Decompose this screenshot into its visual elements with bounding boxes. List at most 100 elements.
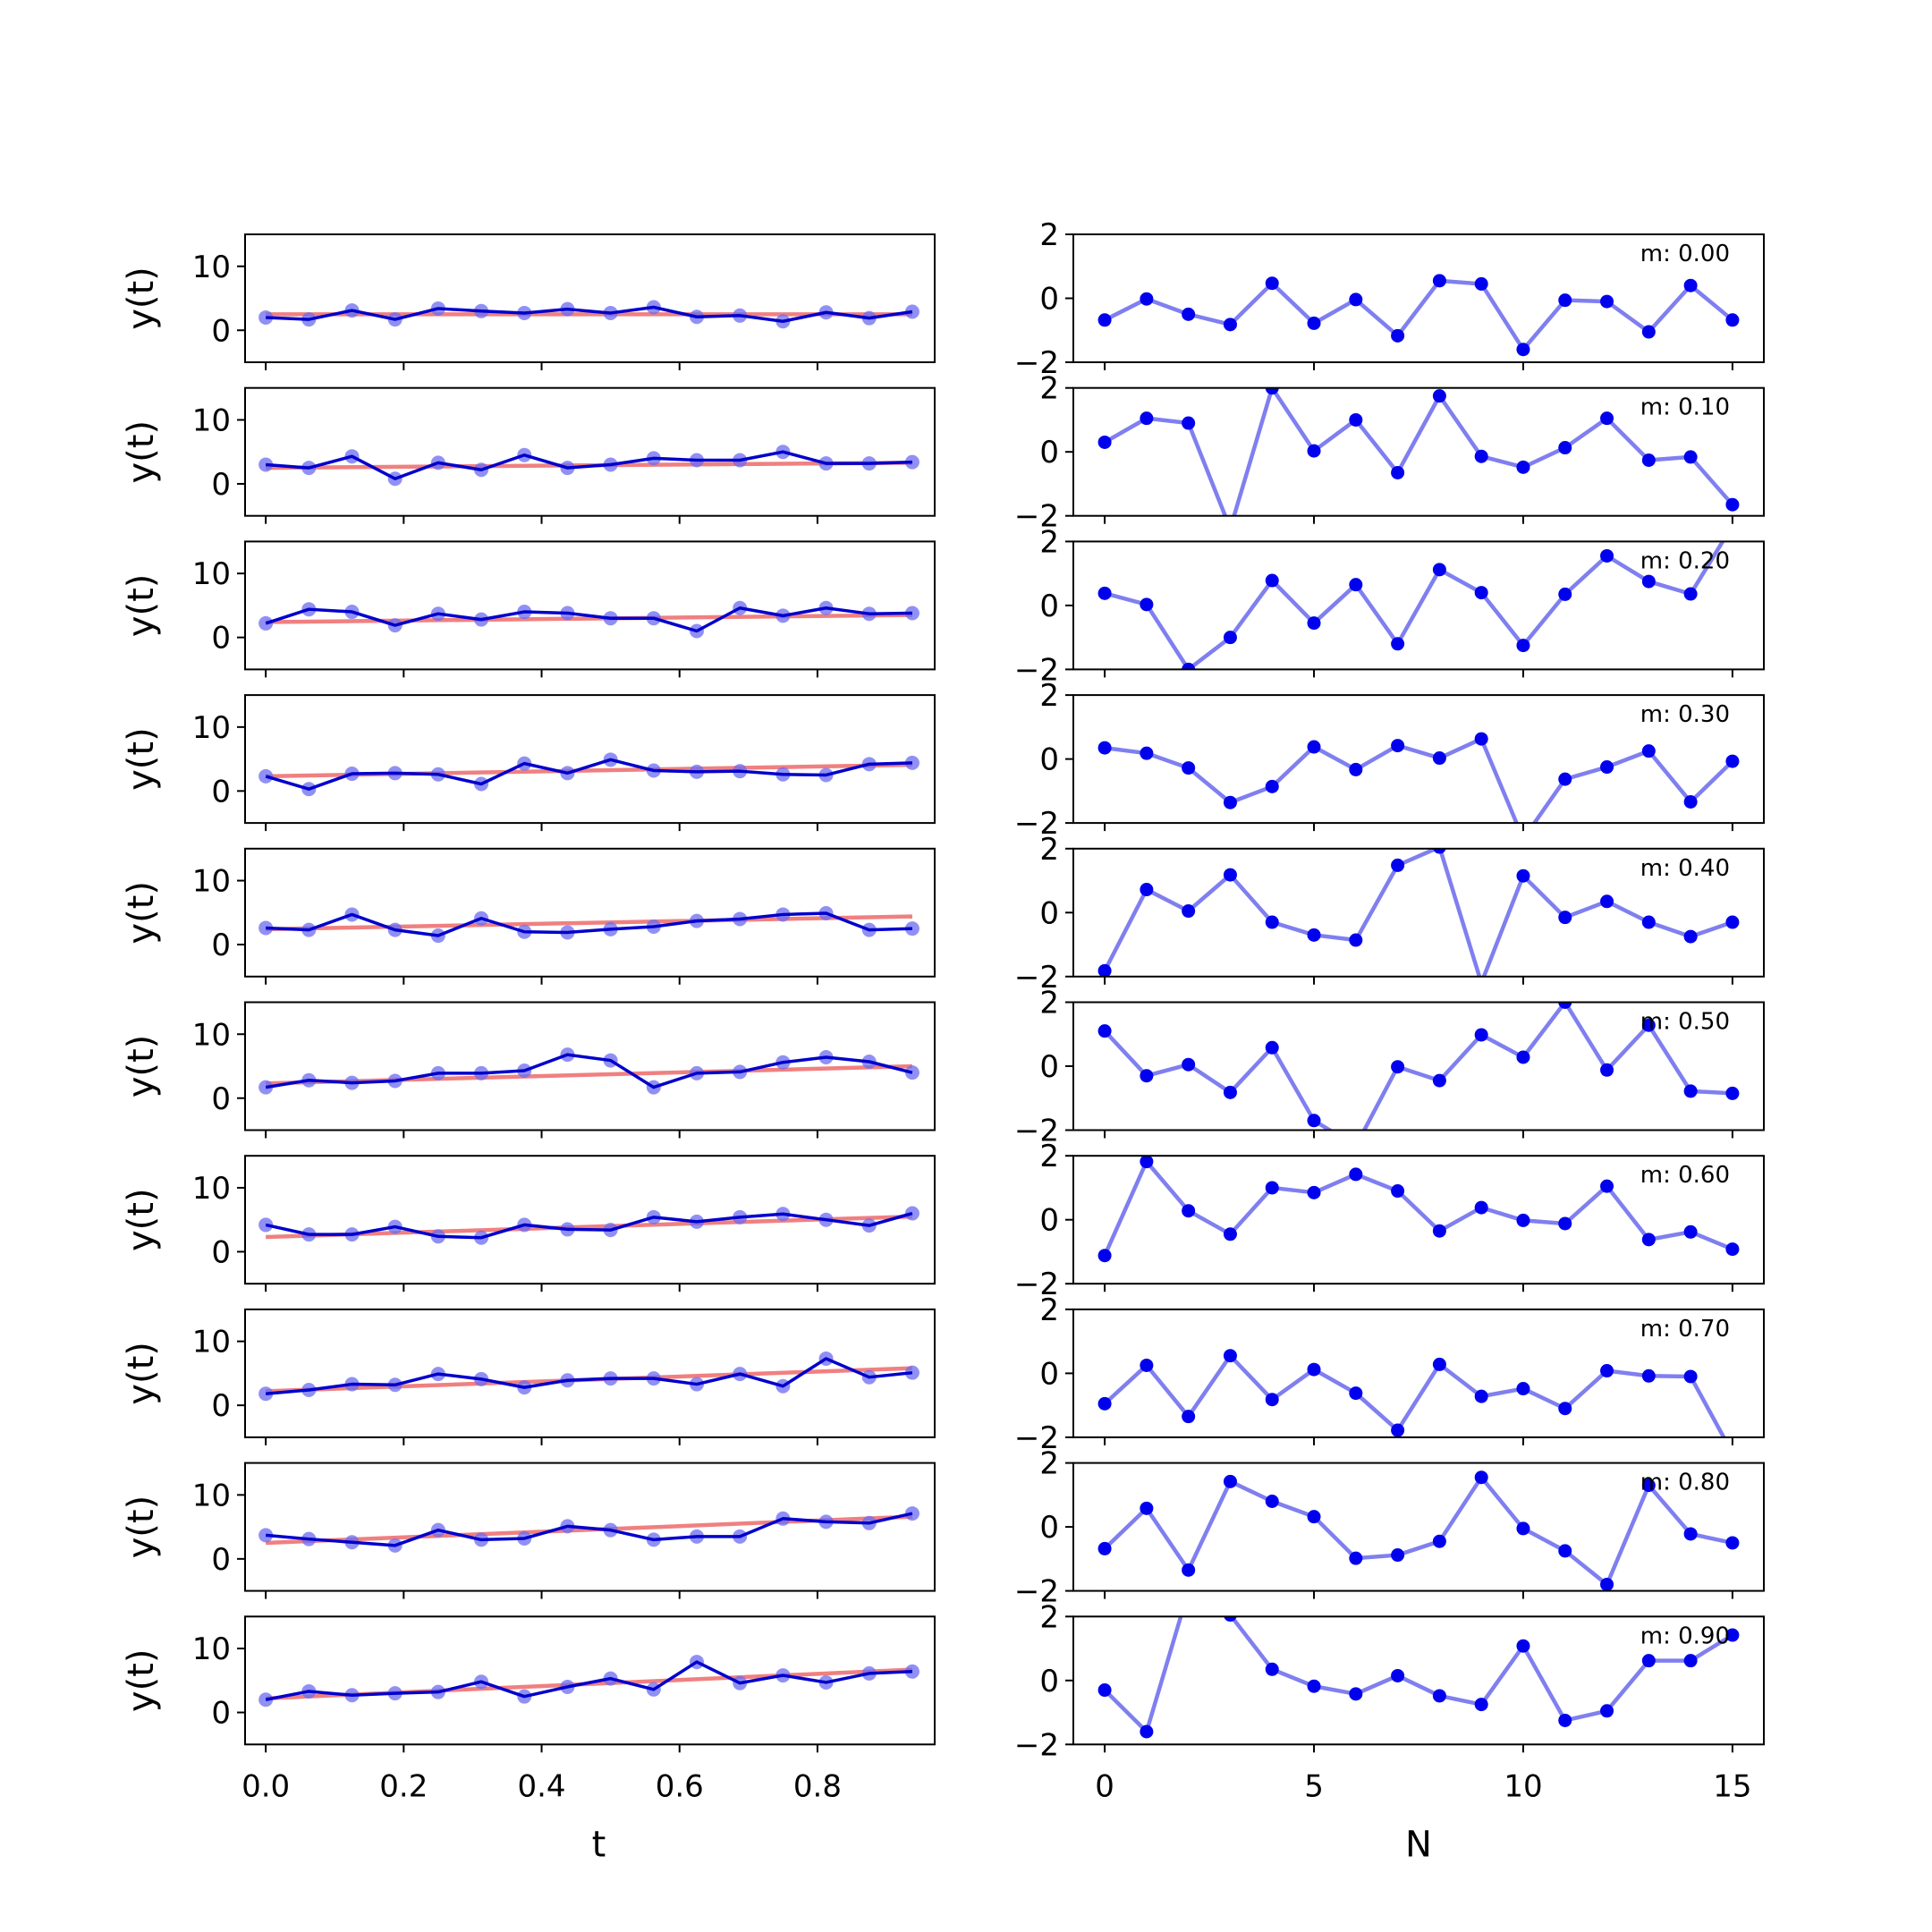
left-ylabel: y(t) [121,267,162,330]
y-tick-label: 2 [1039,678,1059,714]
residual-point [1391,1668,1405,1682]
y-tick-label: 0 [1039,1203,1059,1239]
residual-point [1182,662,1196,670]
residual-point [1307,928,1321,942]
residual-point [1182,761,1196,775]
residual-point [1558,587,1572,601]
y-tick-label: 2 [1039,1446,1059,1482]
y-tick-label: 0 [211,774,231,809]
residual-point [1097,963,1112,977]
residual-point [1140,1724,1154,1739]
residual-point [1558,1216,1572,1231]
y-tick-label: 10 [192,1631,231,1667]
residual-point [1600,1179,1614,1193]
residual-point [1432,1073,1446,1088]
residual-point [1725,915,1740,929]
residual-point [1433,848,1446,854]
y-tick-label: 0 [1039,589,1059,624]
residual-point [1474,276,1488,291]
residual-point [1683,587,1698,601]
right-plot-area [1097,274,1740,357]
residual-point [1641,325,1656,339]
residual-point [1432,751,1446,766]
residual-point [1307,1114,1321,1128]
residual-point [1307,1362,1321,1377]
residual-line [1103,1002,1733,1131]
data-line [265,606,912,633]
y-tick-label: 10 [192,1325,231,1360]
y-tick-label: 0 [1039,1510,1059,1546]
residual-point [1725,1242,1740,1257]
residual-point [1558,1002,1572,1009]
residual-point [1140,1156,1154,1169]
panel-annotation: m: 0.10 [1640,394,1730,421]
left-plot-area [258,906,919,944]
residual-point [1223,1474,1237,1488]
residual-point [1600,1577,1614,1591]
left-ylabel: y(t) [121,881,162,945]
left-axes-frame [244,1308,936,1438]
residual-point [1683,1369,1698,1384]
residual-point [1307,740,1321,754]
y-tick-label: 0 [211,621,231,657]
residual-point [1391,637,1405,651]
residual-point [1223,318,1237,332]
residual-point [1474,1698,1488,1712]
residual-point [1725,754,1740,768]
residual-point [1182,307,1196,321]
residual-point [1725,1536,1740,1550]
right-plot-area [1097,1156,1740,1263]
y-tick-label: 0 [211,1081,231,1117]
left-plot-area [258,1047,919,1095]
residual-point [1432,274,1446,288]
y-tick-label: 0 [1039,1356,1059,1392]
right-panel: −2 0 2 m: 0.60 [1014,1139,1765,1302]
residual-point [1558,1713,1572,1727]
residual-point [1432,389,1446,403]
residual-point [1223,1085,1237,1099]
right-plot-area [1097,387,1740,516]
residual-point [1349,1551,1363,1565]
residual-line [1104,278,1734,352]
right-plot-area [1097,732,1740,824]
residual-point [1140,597,1154,612]
residual-point [1349,412,1363,427]
left-panel: 0 10 0.0 0.2 0.4 0.6 0.8 y(t) [121,1615,936,1804]
panel-annotation: m: 0.30 [1640,701,1730,728]
residual-point [1265,779,1279,793]
right-panel: −2 0 2 0 5 10 15 m: 0.90 [1014,1599,1765,1804]
residual-point [1097,435,1112,449]
right-panel: −2 0 2 m: 0.80 [1014,1446,1765,1610]
left-axes-frame [244,1001,936,1131]
residual-point [1600,1364,1614,1378]
residual-point [1265,1040,1279,1055]
residual-point [1265,1181,1279,1195]
residual-line [1103,1353,1726,1437]
left-axes-frame [244,233,936,363]
residual-point [1140,1501,1154,1515]
left-ylabel: y(t) [121,1035,162,1098]
residual-point [1140,746,1154,760]
residual-point [1265,276,1279,291]
x-tick-label: 0.0 [242,1768,290,1804]
y-tick-label: 2 [1039,217,1059,253]
residual-point [1474,1200,1488,1215]
y-tick-label: −2 [1014,345,1059,381]
left-ylabel: y(t) [121,574,162,638]
y-tick-label: 0 [211,1542,231,1578]
x-tick-label: 0.4 [517,1768,565,1804]
y-tick-label: 2 [1039,1599,1059,1635]
trend-line [266,613,912,624]
y-tick-label: 2 [1039,832,1059,868]
y-tick-label: 0 [211,928,231,963]
panel-annotation: m: 0.50 [1640,1009,1730,1036]
left-panel: 0 10 y(t) [121,233,936,370]
residual-point [1265,1393,1279,1407]
y-tick-label: 2 [1039,1292,1059,1328]
residual-point [1349,292,1363,307]
panel-annotation: m: 0.00 [1640,241,1730,267]
residual-point [1265,1495,1279,1508]
residual-point [1600,411,1614,426]
residual-point [1600,1704,1614,1718]
